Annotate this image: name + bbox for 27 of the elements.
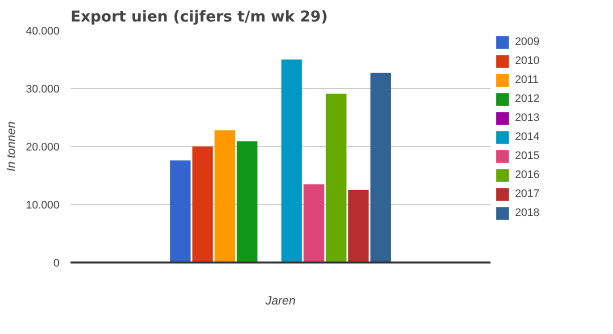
y-tick-label: 30.000 [26, 84, 60, 96]
x-axis-title: Jaren [264, 294, 296, 308]
legend-label: 2012 [515, 92, 540, 107]
bar [370, 72, 391, 262]
legend-label: 2017 [515, 187, 540, 202]
bar [348, 190, 369, 262]
legend-label: 2014 [515, 130, 540, 145]
legend-label: 2010 [515, 54, 540, 69]
y-tick-label: 10.000 [26, 200, 60, 212]
legend-label: 2018 [515, 206, 540, 221]
bar [326, 94, 346, 262]
y-tick-label: 40.000 [26, 26, 60, 38]
bar [304, 184, 324, 262]
legend-label: 2015 [515, 149, 540, 164]
bar [192, 146, 213, 262]
y-tick-label: 0 [53, 258, 60, 270]
legend-label: 2016 [515, 168, 540, 183]
bar [170, 160, 191, 262]
chart-title: Export uien (cijfers t/m wk 29) [70, 8, 328, 26]
bar [281, 60, 302, 262]
legend-label: 2009 [515, 35, 540, 50]
y-tick-label: 20.000 [26, 142, 60, 154]
bar [214, 130, 236, 262]
y-axis-title: In tonnen [4, 121, 18, 172]
bar [236, 141, 258, 262]
legend-label: 2011 [515, 73, 539, 88]
legend-label: 2013 [515, 111, 540, 126]
